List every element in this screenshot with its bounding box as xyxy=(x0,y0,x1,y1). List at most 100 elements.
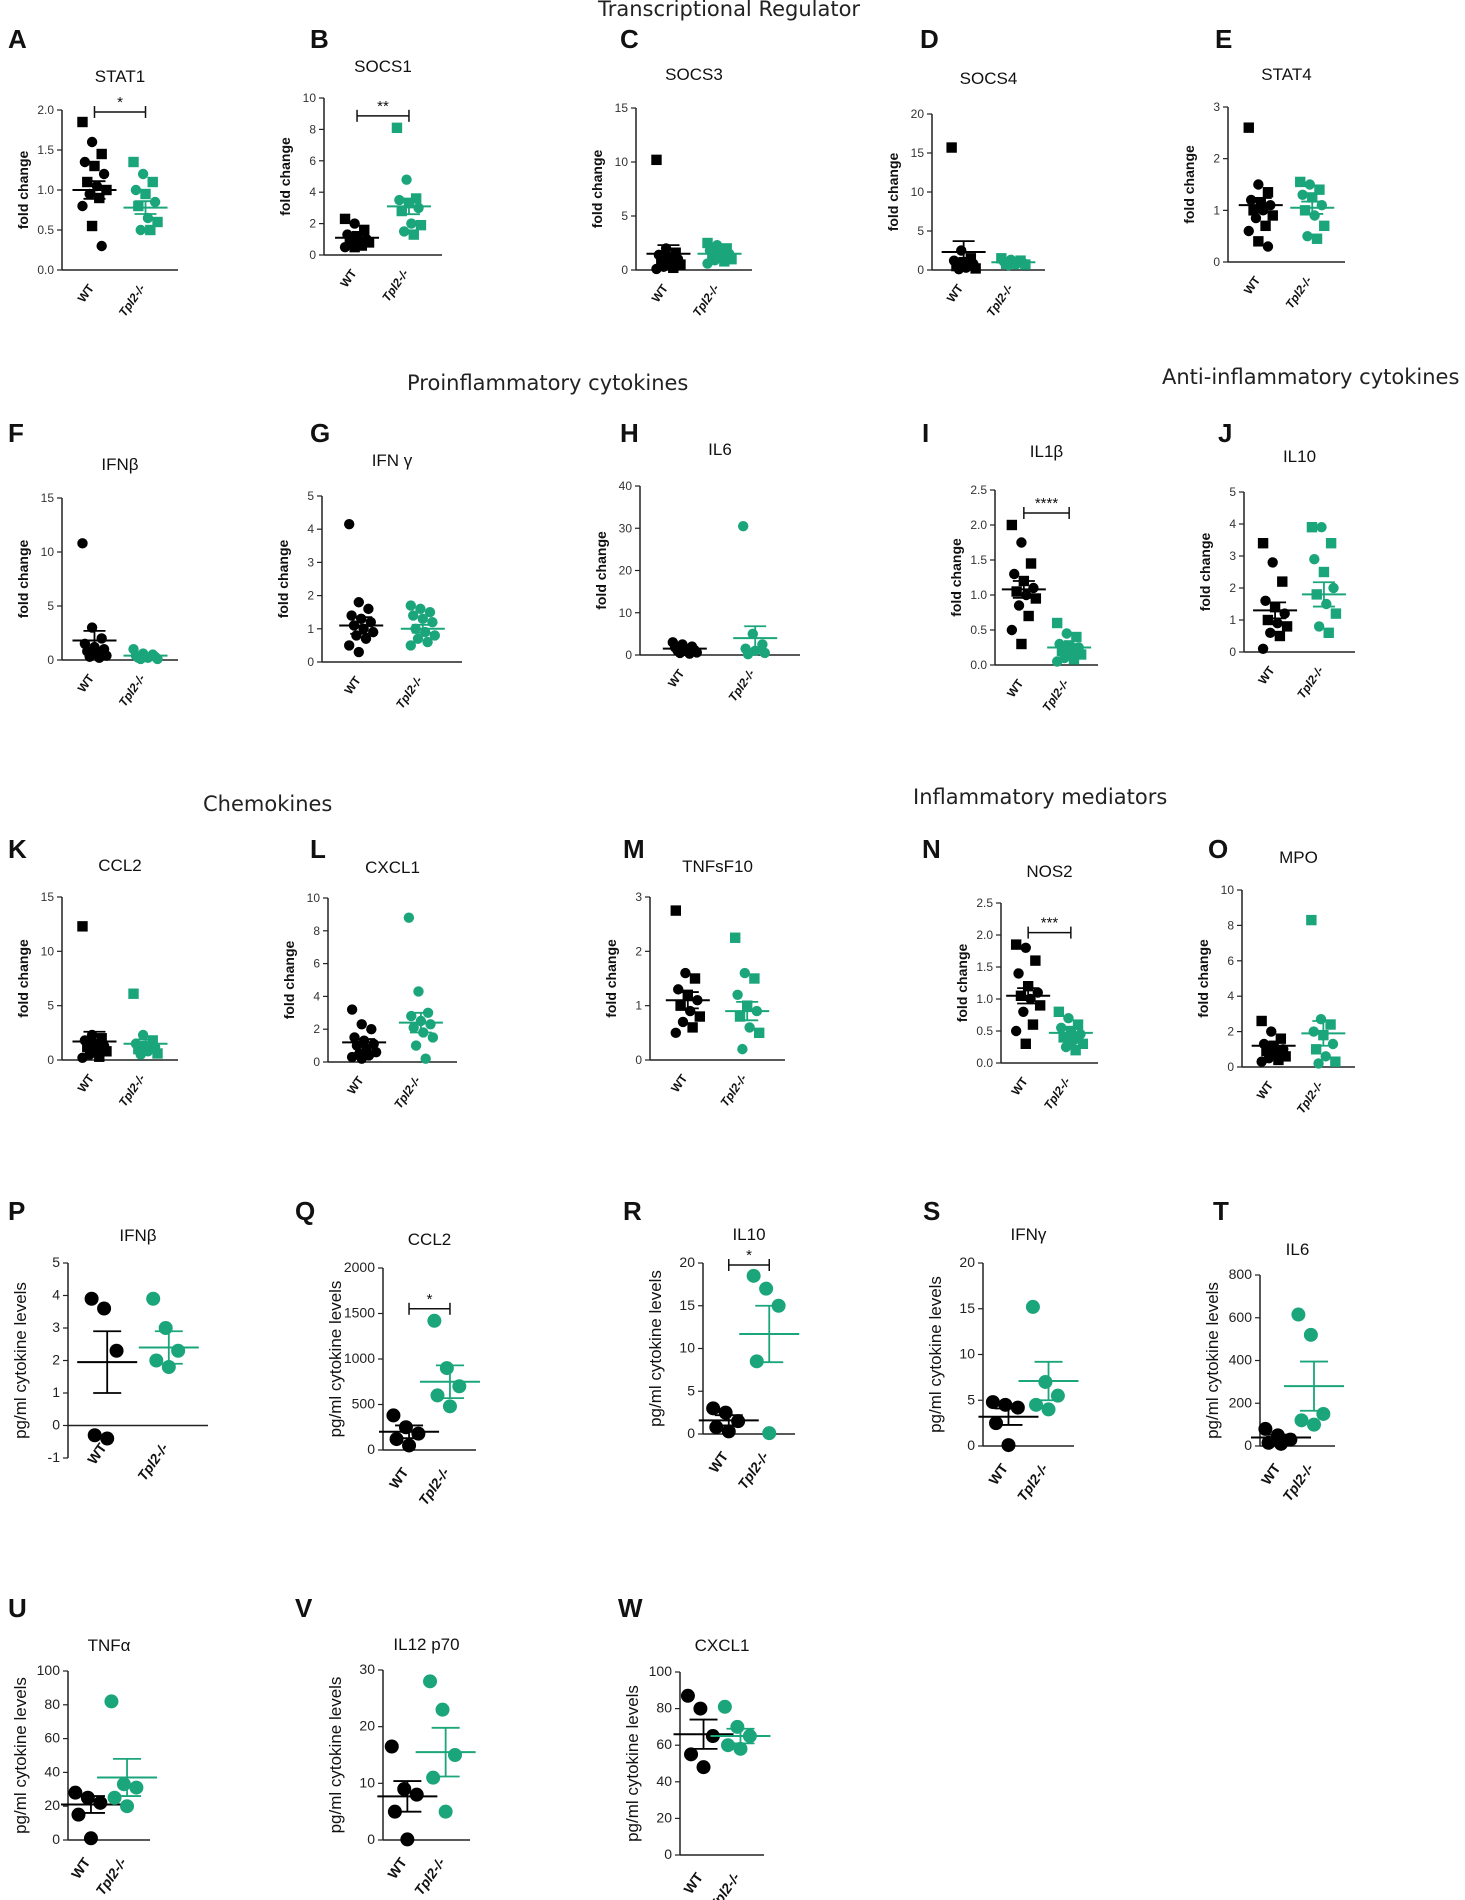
panel-l: L CXCL1 0 2 4 6 8 10 fold change WT Tpl2-/- xyxy=(281,834,457,1111)
data-point-tpl2 xyxy=(742,648,754,660)
data-point-tpl2 xyxy=(415,603,426,615)
y-tick-label: -1 xyxy=(48,1449,61,1465)
group-label-wt: WT xyxy=(344,1073,367,1097)
plot-title: IFNγ xyxy=(1011,1225,1047,1244)
y-tick-label: 1.0 xyxy=(976,992,993,1006)
data-point-tpl2 xyxy=(1309,554,1320,565)
y-tick-label: 10 xyxy=(959,1346,975,1362)
data-point-wt xyxy=(685,1005,696,1017)
y-tick-label: 10 xyxy=(303,91,317,105)
y-axis-title: pg/ml cytokine levels xyxy=(326,1677,345,1834)
data-point-tpl2 xyxy=(744,1022,755,1033)
y-tick-label: 1 xyxy=(52,1384,60,1400)
data-point-wt xyxy=(83,1831,98,1846)
data-point-wt xyxy=(384,1739,399,1754)
panel-letter: E xyxy=(1215,24,1232,54)
data-point-tpl2 xyxy=(107,1790,122,1805)
group-label-wt: WT xyxy=(680,1869,706,1896)
data-point-tpl2 xyxy=(408,1022,419,1033)
y-tick-label: 0 xyxy=(1213,255,1220,269)
group-label-wt: WT xyxy=(75,671,98,695)
panel-s: S IFNγ 0 5 10 15 20 pg/ml cytokine levels WT Tpl2… xyxy=(923,1196,1079,1504)
y-tick-label: 40 xyxy=(619,479,633,493)
data-point-wt xyxy=(989,1416,1003,1431)
group-label-tpl2: Tpl2-/- xyxy=(393,674,425,712)
data-point-wt xyxy=(1016,537,1027,548)
plot-title: CXCL1 xyxy=(365,858,420,877)
data-point-tpl2 xyxy=(1315,1014,1327,1025)
data-point-wt xyxy=(656,256,667,267)
data-point-wt xyxy=(86,220,98,232)
y-tick-label: 800 xyxy=(1229,1266,1253,1282)
data-point-tpl2 xyxy=(1068,654,1080,665)
y-tick-label: 10 xyxy=(911,185,925,199)
data-point-tpl2 xyxy=(1320,1051,1331,1062)
panel-letter: D xyxy=(920,24,939,54)
data-point-tpl2 xyxy=(1318,566,1330,578)
data-point-tpl2 xyxy=(1327,1038,1339,1050)
group-label-wt: WT xyxy=(75,1071,98,1095)
panel-letter: S xyxy=(923,1196,940,1226)
data-point-wt xyxy=(79,156,91,168)
data-point-wt xyxy=(1262,614,1274,626)
data-point-wt xyxy=(339,213,351,225)
data-point-tpl2 xyxy=(1316,1406,1331,1421)
y-tick-label: 10 xyxy=(1221,883,1235,897)
y-axis-title: fold change xyxy=(15,939,31,1018)
panel-letter: F xyxy=(8,418,24,448)
data-point-wt xyxy=(721,1424,736,1439)
y-tick-label: 1.0 xyxy=(970,588,987,602)
data-point-wt xyxy=(998,1397,1013,1412)
panel-letter: V xyxy=(295,1593,313,1623)
y-tick-label: 0 xyxy=(687,1425,695,1441)
data-point-wt xyxy=(1261,1435,1276,1450)
data-point-tpl2 xyxy=(1291,1307,1306,1322)
data-point-tpl2 xyxy=(147,1035,158,1046)
data-point-wt xyxy=(1258,1421,1273,1436)
data-point-wt xyxy=(353,597,364,608)
group-label-tpl2: Tpl2-/- xyxy=(116,1072,148,1110)
data-point-wt xyxy=(1248,205,1259,216)
data-point-wt xyxy=(1010,1025,1022,1037)
group-label-tpl2: Tpl2-/- xyxy=(735,1448,772,1492)
data-point-wt xyxy=(346,610,357,621)
data-point-tpl2 xyxy=(424,607,436,618)
group-label-tpl2: Tpl2-/- xyxy=(1283,274,1315,312)
data-point-tpl2 xyxy=(1025,1299,1040,1314)
y-tick-label: 3 xyxy=(635,890,642,904)
group-label-wt: WT xyxy=(1241,273,1264,297)
y-axis-title: fold change xyxy=(1181,145,1197,224)
group-label-wt: WT xyxy=(665,666,688,690)
data-point-tpl2 xyxy=(146,1291,161,1306)
data-point-tpl2 xyxy=(1297,189,1308,201)
data-point-wt xyxy=(1267,210,1278,221)
data-point-wt xyxy=(349,241,360,253)
y-tick-label: 3 xyxy=(1229,549,1236,563)
data-point-tpl2 xyxy=(762,1426,777,1441)
y-tick-label: 0.0 xyxy=(37,263,54,277)
y-tick-label: 0 xyxy=(1229,645,1236,659)
data-point-wt xyxy=(89,160,100,172)
plot-title: IFNβ xyxy=(101,455,138,474)
data-point-tpl2 xyxy=(135,224,146,236)
data-point-wt xyxy=(349,1032,360,1043)
data-point-tpl2 xyxy=(1303,1327,1318,1342)
panel-u: U TNFα 0 20 40 60 80 100 pg/ml cytokine levels WT… xyxy=(8,1593,158,1898)
data-point-wt xyxy=(87,1428,102,1443)
y-tick-label: 10 xyxy=(359,1774,375,1790)
panel-a: A STAT1 0.0 0.5 1.0 1.5 2.0 fold change WT Tpl2-/… xyxy=(8,24,178,319)
panel-letter: I xyxy=(922,418,929,448)
data-point-tpl2 xyxy=(746,1268,761,1283)
data-point-tpl2 xyxy=(1294,1413,1309,1428)
group-label-wt: WT xyxy=(384,1854,410,1881)
data-point-wt xyxy=(1281,621,1293,632)
data-point-wt xyxy=(946,142,957,153)
data-point-wt xyxy=(1016,638,1027,650)
data-point-tpl2 xyxy=(719,256,730,267)
data-point-wt xyxy=(109,1343,124,1358)
plot-title: STAT1 xyxy=(95,67,145,86)
data-point-tpl2 xyxy=(427,1313,442,1328)
panel-letter: G xyxy=(310,418,330,448)
data-point-tpl2 xyxy=(415,219,427,231)
